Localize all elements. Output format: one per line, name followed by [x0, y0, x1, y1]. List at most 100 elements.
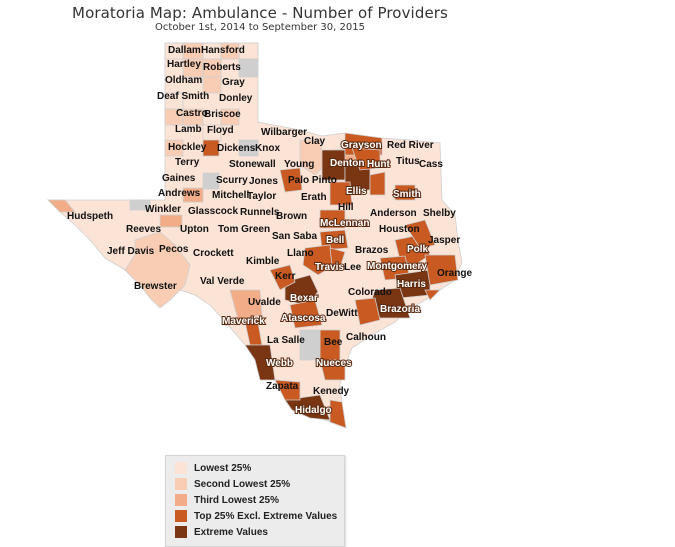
- legend-swatch-top: [175, 510, 187, 522]
- svg-text:Bee: Bee: [324, 337, 343, 348]
- map-subtitle: October 1st, 2014 to September 30, 2015: [155, 22, 365, 33]
- svg-text:Calhoun: Calhoun: [346, 332, 386, 343]
- svg-text:Hockley: Hockley: [168, 142, 207, 153]
- legend-swatch-extreme: [175, 526, 187, 538]
- svg-text:Gaines: Gaines: [162, 173, 196, 184]
- svg-text:Wilbarger: Wilbarger: [261, 127, 307, 138]
- svg-text:Lee: Lee: [344, 262, 362, 273]
- svg-text:Llano: Llano: [287, 248, 314, 259]
- legend-label: Top 25% Excl. Extreme Values: [194, 510, 338, 522]
- svg-text:Nueces: Nueces: [316, 358, 352, 369]
- svg-text:Hartley: Hartley: [167, 59, 201, 70]
- svg-text:McLennan: McLennan: [320, 218, 369, 229]
- texas-outline: [47, 42, 463, 429]
- svg-text:Brazoria: Brazoria: [380, 304, 420, 315]
- svg-text:Briscoe: Briscoe: [204, 109, 241, 120]
- svg-text:Jasper: Jasper: [428, 235, 460, 246]
- svg-text:Hidalgo: Hidalgo: [295, 405, 332, 416]
- svg-text:Hunt: Hunt: [367, 159, 390, 170]
- svg-text:Brown: Brown: [276, 211, 307, 222]
- svg-text:San Saba: San Saba: [272, 231, 317, 242]
- svg-text:Denton: Denton: [330, 158, 364, 169]
- legend-label: Extreme Values: [194, 526, 268, 538]
- svg-text:Lamb: Lamb: [175, 124, 202, 135]
- county-labels-light: Grayson Denton Hunt Ellis Smith McLennan…: [221, 139, 430, 417]
- svg-text:Maverick: Maverick: [222, 316, 265, 327]
- legend-label: Second Lowest 25%: [194, 478, 291, 490]
- legend-item-top[interactable]: Top 25% Excl. Extreme Values: [175, 508, 344, 524]
- svg-text:Ellis: Ellis: [346, 186, 367, 197]
- svg-text:Andrews: Andrews: [158, 188, 201, 199]
- svg-text:Travis: Travis: [315, 262, 344, 273]
- svg-text:Castro: Castro: [176, 108, 208, 119]
- svg-text:Oldham: Oldham: [165, 75, 202, 86]
- texas-county-map[interactable]: Dallam Hansford Hartley Roberts Oldham G…: [0, 0, 675, 455]
- svg-text:Dickens: Dickens: [217, 143, 256, 154]
- svg-text:Titus: Titus: [396, 156, 420, 167]
- svg-text:Knox: Knox: [255, 143, 280, 154]
- legend-swatch-third-lowest: [175, 494, 187, 506]
- svg-text:Hill: Hill: [338, 202, 354, 213]
- svg-text:Mitchell: Mitchell: [212, 190, 249, 201]
- svg-text:DeWitt: DeWitt: [326, 308, 358, 319]
- svg-text:Winkler: Winkler: [145, 204, 181, 215]
- svg-text:Pecos: Pecos: [159, 244, 189, 255]
- map-legend: Lowest 25% Second Lowest 25% Third Lowes…: [165, 455, 345, 547]
- svg-text:Colorado: Colorado: [348, 287, 392, 298]
- svg-text:Scurry: Scurry: [216, 175, 248, 186]
- svg-text:Upton: Upton: [180, 224, 209, 235]
- legend-item-second-lowest[interactable]: Second Lowest 25%: [175, 476, 344, 492]
- svg-text:Gray: Gray: [222, 77, 245, 88]
- svg-text:Polk: Polk: [407, 244, 429, 255]
- svg-text:Erath: Erath: [301, 192, 327, 203]
- svg-text:Jeff Davis: Jeff Davis: [107, 246, 155, 257]
- svg-text:Terry: Terry: [175, 157, 200, 168]
- svg-text:Floyd: Floyd: [207, 125, 234, 136]
- svg-text:La Salle: La Salle: [267, 335, 305, 346]
- svg-text:Orange: Orange: [437, 268, 472, 279]
- svg-text:Kenedy: Kenedy: [313, 386, 350, 397]
- svg-text:Hudspeth: Hudspeth: [67, 211, 113, 222]
- svg-text:Bexar: Bexar: [290, 293, 318, 304]
- svg-text:Webb: Webb: [266, 358, 293, 369]
- svg-text:Young: Young: [284, 159, 314, 170]
- legend-swatch-second-lowest: [175, 478, 187, 490]
- svg-text:Atascosa: Atascosa: [281, 313, 326, 324]
- svg-text:Smith: Smith: [393, 189, 421, 200]
- legend-item-third-lowest[interactable]: Third Lowest 25%: [175, 492, 344, 508]
- legend-item-extreme[interactable]: Extreme Values: [175, 524, 344, 540]
- svg-text:Brewster: Brewster: [134, 281, 177, 292]
- svg-text:Shelby: Shelby: [423, 208, 456, 219]
- svg-text:Runnels: Runnels: [240, 207, 280, 218]
- svg-text:Anderson: Anderson: [370, 208, 417, 219]
- svg-text:Taylor: Taylor: [247, 191, 276, 202]
- svg-text:Crockett: Crockett: [193, 248, 234, 259]
- svg-text:Glasscock: Glasscock: [188, 206, 238, 217]
- svg-text:Deaf Smith: Deaf Smith: [157, 91, 209, 102]
- svg-text:Harris: Harris: [397, 279, 426, 290]
- svg-text:Dallam: Dallam: [168, 45, 201, 56]
- svg-text:Kimble: Kimble: [246, 256, 280, 267]
- svg-text:Kerr: Kerr: [275, 271, 296, 282]
- svg-text:Tom Green: Tom Green: [218, 224, 270, 235]
- svg-text:Bell: Bell: [326, 235, 345, 246]
- legend-label: Third Lowest 25%: [194, 494, 280, 506]
- svg-text:Val Verde: Val Verde: [200, 276, 245, 287]
- svg-text:Brazos: Brazos: [355, 245, 389, 256]
- svg-text:Hansford: Hansford: [201, 45, 245, 56]
- svg-text:Cass: Cass: [419, 159, 443, 170]
- svg-text:Donley: Donley: [219, 93, 253, 104]
- svg-text:Grayson: Grayson: [341, 140, 382, 151]
- svg-text:Montgomery: Montgomery: [367, 261, 427, 272]
- legend-item-lowest[interactable]: Lowest 25%: [175, 460, 344, 476]
- svg-text:Zapata: Zapata: [266, 381, 299, 392]
- county-labels-dark: Dallam Hansford Hartley Roberts Oldham G…: [67, 45, 472, 397]
- svg-text:Reeves: Reeves: [126, 224, 161, 235]
- legend-label: Lowest 25%: [194, 462, 252, 474]
- svg-text:Palo Pinto: Palo Pinto: [288, 175, 337, 186]
- svg-text:Uvalde: Uvalde: [248, 297, 281, 308]
- map-title: Moratoria Map: Ambulance - Number of Pro…: [72, 4, 448, 22]
- svg-text:Red River: Red River: [387, 140, 434, 151]
- svg-text:Roberts: Roberts: [203, 62, 241, 73]
- svg-text:Clay: Clay: [304, 136, 326, 147]
